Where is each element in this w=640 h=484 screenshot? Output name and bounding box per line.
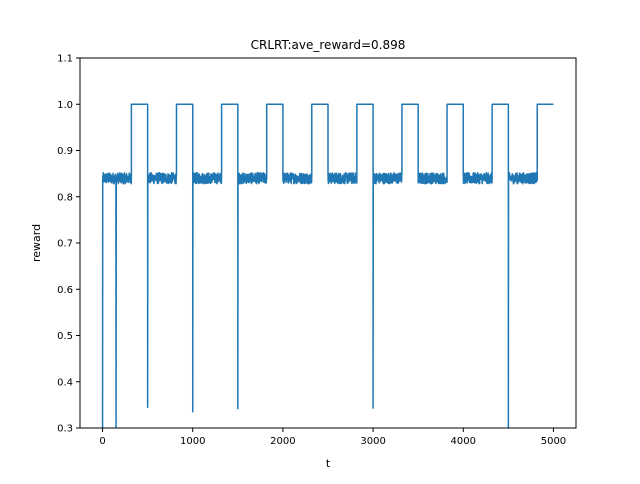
x-tick-label: 0 bbox=[99, 436, 105, 447]
y-tick-label: 0.7 bbox=[57, 239, 73, 250]
y-tick-label: 0.6 bbox=[57, 285, 73, 296]
y-tick-label: 0.3 bbox=[57, 424, 73, 435]
y-tick-label: 0.5 bbox=[57, 331, 73, 342]
y-tick-label: 0.4 bbox=[57, 377, 73, 388]
x-axis-ticks: 0 1000 2000 3000 4000 5000 bbox=[99, 428, 566, 447]
x-tick-label: 1000 bbox=[180, 436, 205, 447]
y-tick-label: 0.9 bbox=[57, 146, 73, 157]
x-tick-label: 2000 bbox=[270, 436, 295, 447]
reward-series-line bbox=[101, 103, 554, 428]
y-tick-label: 0.8 bbox=[57, 192, 73, 203]
chart-title: CRLRT:ave_reward=0.898 bbox=[251, 38, 406, 52]
y-axis-label: reward bbox=[30, 224, 43, 262]
x-axis-label: t bbox=[326, 457, 331, 470]
x-tick-label: 5000 bbox=[541, 436, 566, 447]
y-axis-ticks: 0.3 0.4 0.5 0.6 0.7 0.8 0.9 1.0 1.1 bbox=[57, 54, 80, 435]
x-tick-label: 3000 bbox=[360, 436, 385, 447]
y-tick-label: 1.0 bbox=[57, 100, 73, 111]
x-tick-label: 4000 bbox=[451, 436, 476, 447]
y-tick-label: 1.1 bbox=[57, 54, 73, 65]
plot-area bbox=[101, 103, 554, 428]
